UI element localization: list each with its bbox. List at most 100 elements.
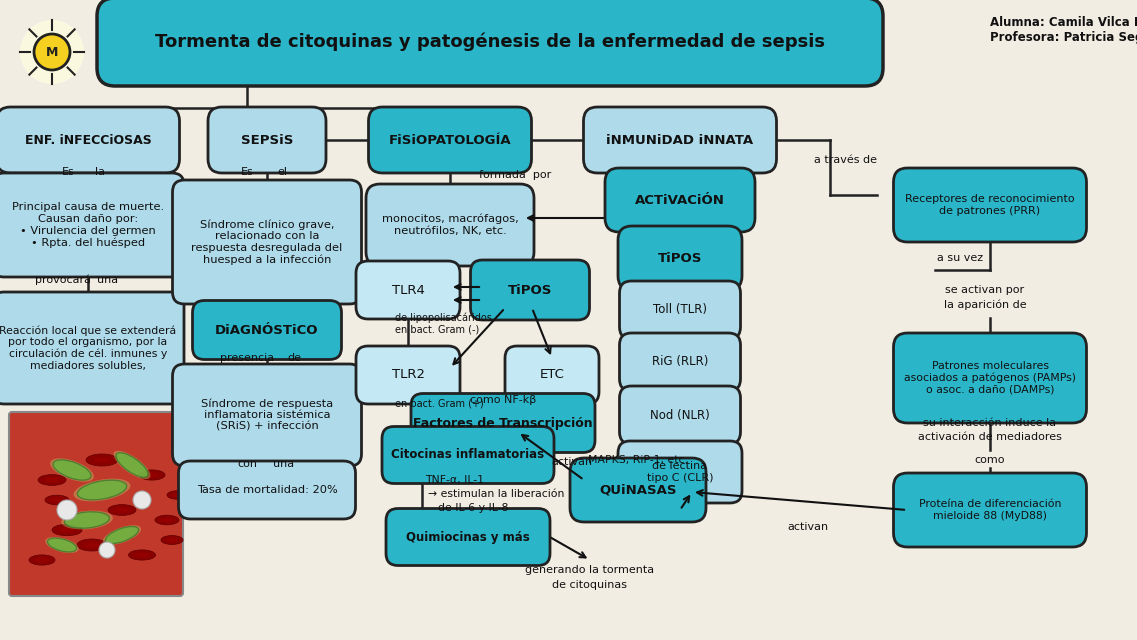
Circle shape (34, 34, 70, 70)
Ellipse shape (53, 460, 91, 480)
Ellipse shape (135, 553, 149, 557)
Text: de: de (287, 353, 301, 363)
Text: TLR2: TLR2 (391, 369, 424, 381)
Text: Patrones moleculares
asociados a patógenos (PAMPs)
o asoc. a daño (DAMPs): Patrones moleculares asociados a patógen… (904, 361, 1076, 395)
Ellipse shape (114, 451, 150, 479)
FancyBboxPatch shape (471, 260, 589, 320)
Ellipse shape (77, 539, 107, 551)
Text: Citocinas inflamatorias: Citocinas inflamatorias (391, 449, 545, 461)
Text: su interacción induce la: su interacción induce la (923, 418, 1056, 428)
Ellipse shape (65, 512, 109, 528)
FancyBboxPatch shape (385, 509, 550, 566)
Text: Toll (TLR): Toll (TLR) (653, 303, 707, 317)
FancyBboxPatch shape (97, 0, 883, 86)
Text: una: una (98, 275, 118, 285)
Ellipse shape (74, 479, 131, 501)
FancyBboxPatch shape (505, 346, 599, 404)
FancyBboxPatch shape (0, 107, 180, 173)
Text: con: con (236, 459, 257, 469)
Ellipse shape (77, 480, 126, 500)
Ellipse shape (86, 454, 118, 466)
Text: TiPOS: TiPOS (658, 252, 703, 264)
Ellipse shape (155, 515, 179, 525)
Text: activan: activan (551, 457, 592, 467)
Ellipse shape (61, 511, 113, 529)
Ellipse shape (52, 524, 82, 536)
FancyBboxPatch shape (894, 333, 1087, 423)
Text: presencia: presencia (219, 353, 274, 363)
FancyBboxPatch shape (366, 184, 534, 266)
Text: FiSiOPATOLOGÍA: FiSiOPATOLOGÍA (389, 134, 512, 147)
Text: MAPKS, RiP-1, etc.: MAPKS, RiP-1, etc. (588, 455, 688, 465)
Ellipse shape (94, 458, 110, 463)
Text: Factores de Transcripción: Factores de Transcripción (413, 417, 592, 429)
FancyBboxPatch shape (173, 180, 362, 304)
FancyBboxPatch shape (894, 168, 1087, 242)
Text: de lipopolisacáridos: de lipopolisacáridos (395, 313, 492, 323)
Text: como NF-kβ: como NF-kβ (470, 395, 537, 405)
Ellipse shape (106, 527, 139, 543)
Text: QUiNASAS: QUiNASAS (599, 483, 677, 497)
Ellipse shape (108, 504, 136, 515)
Text: de lectina
tipo C (CLR): de lectina tipo C (CLR) (647, 461, 713, 483)
Text: Quimiocinas y más: Quimiocinas y más (406, 531, 530, 543)
FancyBboxPatch shape (368, 107, 531, 173)
FancyBboxPatch shape (583, 107, 777, 173)
Text: Receptores de reconocimiento
de patrones (PRR): Receptores de reconocimiento de patrones… (905, 194, 1074, 216)
Ellipse shape (84, 543, 100, 547)
FancyBboxPatch shape (620, 281, 740, 339)
Ellipse shape (166, 538, 177, 542)
FancyBboxPatch shape (0, 173, 184, 277)
FancyBboxPatch shape (9, 412, 183, 596)
Ellipse shape (48, 538, 76, 552)
FancyBboxPatch shape (382, 426, 554, 483)
FancyBboxPatch shape (208, 107, 326, 173)
FancyBboxPatch shape (356, 261, 460, 319)
Text: Principal causa de muerte.
Causan daño por:
• Virulencia del germen
• Rpta. del : Principal causa de muerte. Causan daño p… (11, 202, 164, 248)
Text: TiPOS: TiPOS (508, 284, 553, 296)
FancyBboxPatch shape (570, 458, 706, 522)
Text: → estimulan la liberación: → estimulan la liberación (428, 489, 564, 499)
Ellipse shape (45, 477, 59, 483)
Text: provocará: provocará (35, 275, 91, 285)
Circle shape (20, 20, 84, 84)
Text: DiAGNÓSTiCO: DiAGNÓSTiCO (215, 323, 318, 337)
FancyBboxPatch shape (410, 394, 595, 452)
Text: ACTiVACiÓN: ACTiVACiÓN (636, 193, 725, 207)
Text: como: como (974, 455, 1005, 465)
Ellipse shape (167, 491, 186, 499)
Ellipse shape (59, 527, 75, 532)
Text: el: el (277, 167, 287, 177)
Text: a su vez: a su vez (937, 253, 984, 263)
Ellipse shape (128, 550, 156, 560)
Text: se activan por: se activan por (946, 285, 1024, 295)
Text: en bact. Gram (-): en bact. Gram (-) (395, 325, 480, 335)
Text: iNMUNiDAD iNNATA: iNMUNiDAD iNNATA (606, 134, 754, 147)
Text: Proteína de diferenciación
mieloide 88 (MyD88): Proteína de diferenciación mieloide 88 (… (919, 499, 1061, 521)
Text: Síndrome de respuesta
inflamatoria sistémica
(SRiS) + infección: Síndrome de respuesta inflamatoria sisté… (201, 398, 333, 432)
Text: Nod (NLR): Nod (NLR) (650, 408, 709, 422)
Text: Tasa de mortalidad: 20%: Tasa de mortalidad: 20% (197, 485, 338, 495)
Ellipse shape (146, 473, 158, 477)
Text: activación de mediadores: activación de mediadores (918, 432, 1062, 442)
Text: Alumna: Camila Vilca Rodríguez
Profesora: Patricia Segura Nuñez: Alumna: Camila Vilca Rodríguez Profesora… (990, 16, 1137, 44)
Text: a través de: a través de (813, 155, 877, 165)
FancyBboxPatch shape (620, 386, 740, 444)
Text: M: M (45, 45, 58, 58)
FancyBboxPatch shape (0, 292, 184, 404)
FancyBboxPatch shape (894, 473, 1087, 547)
Ellipse shape (51, 498, 63, 502)
Ellipse shape (38, 475, 66, 485)
Text: formada  por: formada por (479, 170, 551, 180)
Text: de citoquinas: de citoquinas (553, 580, 628, 590)
FancyBboxPatch shape (619, 441, 742, 503)
Ellipse shape (50, 458, 94, 482)
Text: la: la (96, 167, 105, 177)
Text: la aparición de: la aparición de (944, 300, 1027, 310)
Ellipse shape (161, 518, 173, 522)
Text: Reacción local que se extenderá
por todo el organismo, por la
circulación de cél: Reacción local que se extenderá por todo… (0, 325, 176, 371)
Text: Es: Es (241, 167, 254, 177)
Text: generando la tormenta: generando la tormenta (525, 565, 655, 575)
Text: TLR4: TLR4 (391, 284, 424, 296)
FancyBboxPatch shape (173, 364, 362, 466)
